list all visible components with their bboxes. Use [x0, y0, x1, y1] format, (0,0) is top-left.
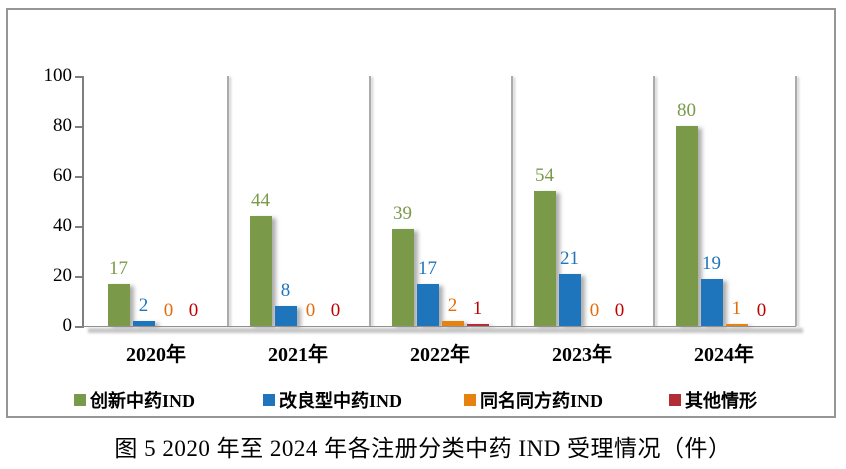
y-tick-label: 100: [43, 65, 73, 86]
bar: [675, 126, 698, 326]
y-tick-label: 20: [53, 265, 72, 286]
legend-swatch-icon: [669, 394, 681, 406]
bar-value-label: 2: [138, 295, 149, 316]
legend-swatch-icon: [263, 394, 275, 406]
x-category-label: 2020年: [126, 344, 186, 366]
y-axis-tick: [75, 326, 82, 328]
y-axis-tick: [75, 176, 82, 178]
bar-value-label: 0: [589, 300, 600, 321]
bar-value-label: 0: [188, 300, 199, 321]
bar: [249, 216, 272, 326]
y-tick-label: 80: [53, 115, 72, 136]
bar: [700, 278, 723, 326]
category-gridline: [795, 76, 797, 326]
bar-value-label: 44: [251, 190, 270, 211]
bar-value-label: 2: [447, 295, 458, 316]
bar-value-label: 1: [731, 297, 742, 319]
bar-value-label: 0: [305, 300, 316, 321]
category-gridline: [511, 76, 513, 326]
category-gridline: [227, 76, 229, 326]
y-tick-label: 40: [53, 215, 72, 236]
x-axis-shadow: [88, 327, 803, 333]
bar: [441, 321, 464, 326]
bar-value-label: 1: [472, 297, 483, 319]
legend-label: 其他情形: [685, 391, 757, 411]
legend-item: 其他情形: [669, 390, 757, 411]
x-axis-line: [82, 325, 796, 327]
x-category-label: 2023年: [552, 344, 612, 366]
bar-value-label: 0: [330, 300, 341, 321]
legend-label: 同名同方药IND: [480, 391, 604, 411]
bar-value-label: 0: [756, 300, 767, 321]
bar-value-label: 0: [614, 300, 625, 321]
legend-item: 改良型中药IND: [263, 390, 403, 411]
legend-item: 创新中药IND: [74, 390, 196, 411]
y-axis-line: [82, 76, 84, 328]
chart-panel: [6, 8, 836, 418]
bar: [391, 228, 414, 326]
bar: [558, 273, 581, 326]
bar: [274, 306, 297, 326]
y-tick-label: 0: [62, 315, 73, 336]
y-tick-label: 60: [53, 165, 72, 186]
bar: [107, 283, 130, 326]
legend-swatch-icon: [464, 394, 476, 406]
bar-value-label: 21: [560, 247, 579, 269]
bar-value-label: 19: [702, 252, 721, 274]
y-axis-tick: [75, 126, 82, 128]
bar: [416, 283, 439, 326]
x-category-label: 2022年: [410, 344, 470, 366]
legend-item: 同名同方药IND: [464, 390, 604, 411]
bar: [466, 323, 489, 326]
legend-label: 创新中药IND: [90, 391, 196, 411]
y-axis-tick: [75, 276, 82, 278]
bar-value-label: 8: [280, 280, 291, 301]
bar-value-label: 80: [677, 100, 696, 121]
y-axis-tick: [75, 226, 82, 228]
bar-value-label: 0: [163, 300, 174, 321]
x-category-label: 2024年: [694, 344, 754, 366]
bar-value-label: 17: [109, 257, 128, 279]
figure-caption: 图 5 2020 年至 2024 年各注册分类中药 IND 受理情况（件）: [114, 436, 732, 461]
category-gridline: [653, 76, 655, 326]
bar-value-label: 39: [393, 202, 412, 224]
bar: [533, 191, 556, 326]
legend-label: 改良型中药IND: [279, 391, 403, 411]
y-axis-tick: [75, 76, 82, 78]
bar-value-label: 54: [535, 165, 554, 186]
category-gridline: [369, 76, 371, 326]
legend-swatch-icon: [74, 394, 86, 406]
bar: [132, 321, 155, 326]
x-category-label: 2021年: [268, 344, 328, 366]
bar: [725, 323, 748, 326]
bar-value-label: 17: [418, 257, 437, 279]
